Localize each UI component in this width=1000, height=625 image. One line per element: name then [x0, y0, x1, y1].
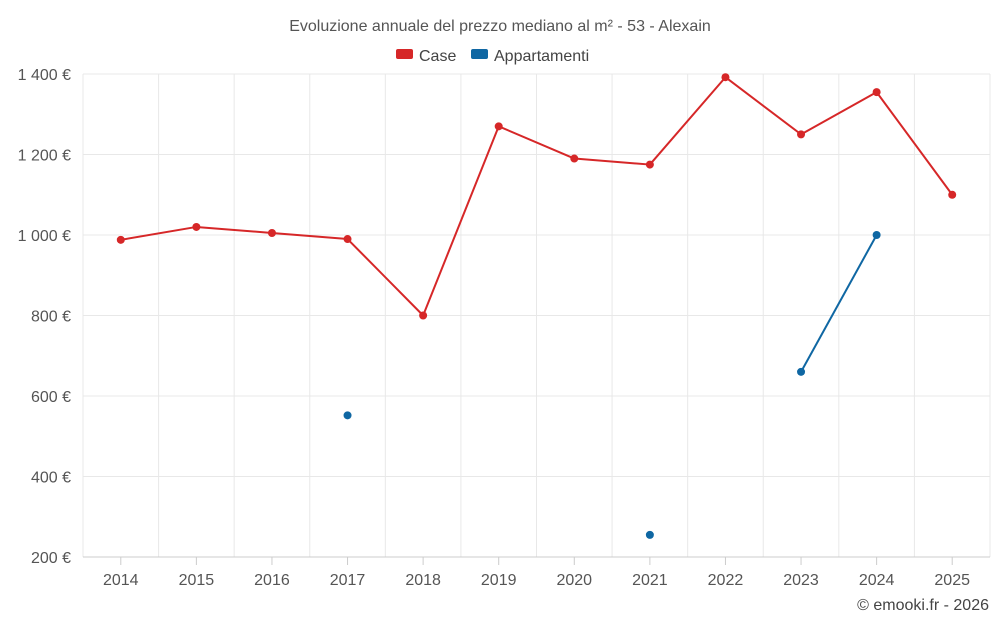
legend-swatch-appartamenti — [471, 49, 488, 59]
data-point-case-2017[interactable] — [343, 235, 352, 244]
data-point-case-2024[interactable] — [872, 88, 881, 97]
y-axis-labels: 200 € 400 € 600 € 800 € 1 000 € 1 200 € 1 400 … — [18, 67, 71, 567]
data-point-case-2014[interactable] — [116, 235, 125, 244]
y-tick-label: 600 € — [31, 389, 71, 406]
x-tick-label: 2019 — [481, 572, 517, 589]
x-tick-label: 2014 — [103, 572, 139, 589]
data-point-case-2019[interactable] — [494, 122, 503, 131]
y-tick-label: 1 400 € — [18, 67, 71, 84]
x-tick-label: 2025 — [934, 572, 970, 589]
x-axis-labels: 2014 2015 2016 2017 2018 2019 2020 2021 2022 2023… — [103, 557, 970, 589]
x-tick-label: 2021 — [632, 572, 668, 589]
legend-label-appartamenti: Appartamenti — [494, 48, 589, 65]
data-point-case-2018[interactable] — [419, 311, 428, 320]
x-tick-label: 2020 — [556, 572, 592, 589]
series-line-appartamenti — [800, 234, 878, 373]
legend-swatch-case — [396, 49, 413, 59]
x-tick-label: 2016 — [254, 572, 290, 589]
x-tick-label: 2015 — [179, 572, 215, 589]
y-tick-label: 1 000 € — [18, 228, 71, 245]
y-tick-label: 800 € — [31, 309, 71, 326]
data-point-appartamenti-2024[interactable] — [872, 231, 881, 239]
x-tick-label: 2018 — [405, 572, 441, 589]
data-point-case-2025[interactable] — [948, 190, 957, 199]
x-tick-label: 2017 — [330, 572, 366, 589]
legend-item-appartamenti[interactable]: Appartamenti — [471, 48, 589, 65]
series-line-case — [120, 76, 954, 317]
credit: © emooki.fr - 2026 — [857, 597, 989, 614]
chart-title: Evoluzione annuale del prezzo mediano al… — [289, 18, 711, 35]
series-layer — [116, 73, 957, 539]
legend-label-case: Case — [419, 48, 456, 65]
grid — [82, 73, 991, 558]
data-point-appartamenti-2023[interactable] — [797, 367, 806, 376]
data-point-case-2022[interactable] — [721, 73, 730, 82]
data-point-appartamenti-2021[interactable] — [645, 530, 654, 539]
data-point-case-2021[interactable] — [645, 160, 654, 169]
x-tick-label: 2022 — [708, 572, 744, 589]
data-point-case-2016[interactable] — [267, 228, 276, 237]
data-point-appartamenti-2017[interactable] — [343, 411, 352, 420]
data-point-case-2023[interactable] — [797, 130, 806, 139]
data-point-case-2020[interactable] — [570, 154, 579, 163]
y-tick-label: 200 € — [31, 550, 71, 567]
y-tick-label: 400 € — [31, 470, 71, 487]
data-point-case-2015[interactable] — [192, 222, 201, 231]
legend-item-case[interactable]: Case — [396, 48, 456, 65]
x-tick-label: 2024 — [859, 572, 895, 589]
x-tick-label: 2023 — [783, 572, 819, 589]
legend: Case Appartamenti — [396, 48, 589, 65]
y-tick-label: 1 200 € — [18, 148, 71, 165]
